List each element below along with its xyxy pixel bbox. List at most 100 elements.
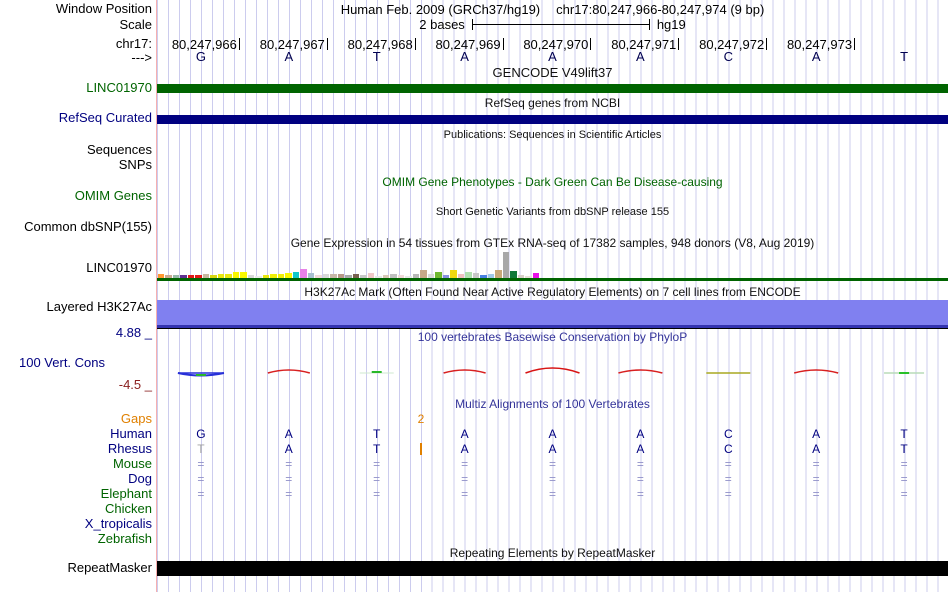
multiz-base-elephant: = [812, 487, 820, 501]
gtex-tissue-bar [442, 275, 449, 278]
gtex-track-title[interactable]: Gene Expression in 54 tissues from GTEx … [290, 236, 815, 250]
gtex-tissue-bar [487, 274, 494, 278]
multiz-base-dog: = [461, 472, 469, 486]
multiz-track-title[interactable]: Multiz Alignments of 100 Vertebrates [455, 397, 650, 411]
gtex-tissue-bar [427, 274, 434, 278]
refseq-track-title[interactable]: RefSeq genes from NCBI [484, 96, 621, 110]
gtex-tissue-bar [262, 275, 269, 278]
gtex-tissue-bar [412, 274, 419, 278]
ruler-base: A [636, 49, 645, 64]
conservation-max-label: 4.88 _ [115, 325, 152, 340]
gtex-tissue-bar [172, 275, 179, 278]
gtex-tissue-bar [322, 274, 329, 278]
multiz-base-dog: = [900, 472, 908, 486]
multiz-base-elephant: = [373, 487, 381, 501]
coordinate-tick [326, 38, 328, 50]
ruler-base: A [811, 49, 821, 64]
refseq-item-label: RefSeq Curated [58, 110, 152, 125]
gtex-tissue-bar [517, 275, 524, 278]
scale-assembly-label: hg19 [656, 17, 686, 32]
gtex-tissue-bar [465, 272, 472, 278]
h3k27ac-baseline [157, 328, 948, 329]
gtex-tissue-bar [532, 273, 539, 278]
gtex-tissue-bar [315, 275, 322, 278]
left-guideline [156, 0, 157, 592]
multiz-base-mouse: = [197, 457, 205, 471]
multiz-row-label-human: Human [110, 426, 152, 441]
gtex-tissue-bar [375, 276, 382, 278]
gtex-tissue-bar [345, 275, 352, 278]
omim-track-title[interactable]: OMIM Gene Phenotypes - Dark Green Can Be… [382, 175, 723, 189]
assembly-title: Human Feb. 2009 (GRCh37/hg19) [340, 2, 541, 17]
gtex-tissue-bar [157, 274, 164, 278]
h3k27ac-track-title[interactable]: H3K27Ac Mark (Often Found Near Active Re… [304, 285, 801, 299]
gtex-tissue-bar [285, 273, 292, 278]
multiz-base-elephant: = [636, 487, 644, 501]
multiz-base-mouse: = [636, 457, 644, 471]
conservation-mark [267, 369, 311, 374]
gtex-tissue-bar [225, 274, 232, 278]
coordinate-tick [238, 38, 240, 50]
dbsnp-track-title[interactable]: Short Genetic Variants from dbSNP releas… [435, 206, 670, 218]
conservation-mark [525, 367, 580, 374]
gtex-tissue-bar [420, 270, 427, 278]
publications-track-title[interactable]: Publications: Sequences in Scientific Ar… [443, 129, 662, 141]
gtex-tissue-bar [255, 276, 262, 278]
gtex-tissue-bar [307, 273, 314, 278]
gencode-track-title[interactable]: GENCODE V49lift37 [492, 65, 613, 80]
gtex-tissue-bar [202, 274, 209, 278]
gtex-tissue-bar [187, 275, 194, 278]
coordinate-label: 80,247,971 [611, 37, 677, 52]
coordinate-tick [590, 38, 592, 50]
refseq-gene-bar[interactable] [157, 115, 948, 124]
multiz-base-dog: = [373, 472, 381, 486]
conservation-mark [793, 369, 839, 374]
gtex-tissue-bar [352, 274, 359, 278]
sequences-track-label: Sequences [86, 142, 152, 157]
gtex-tissue-bar [217, 274, 224, 278]
multiz-base-dog: = [548, 472, 557, 486]
multiz-base-elephant: = [724, 487, 732, 501]
gtex-tissue-bar [457, 274, 464, 278]
gtex-tissue-bar [180, 275, 187, 278]
multiz-gap-bar [419, 443, 422, 455]
omim-track-label: OMIM Genes [74, 188, 152, 203]
conservation-track-title[interactable]: 100 vertebrates Basewise Conservation by… [417, 330, 688, 344]
strand-arrow-label: ---> [131, 50, 152, 65]
multiz-row-label-rhesus: Rhesus [107, 441, 152, 456]
multiz-base-rhesus: T [373, 442, 381, 456]
multiz-base-elephant: = [461, 487, 469, 501]
conservation-mark [618, 369, 663, 374]
gtex-tissue-bar [360, 275, 367, 278]
gtex-tissue-bar [195, 275, 202, 278]
gencode-gene-bar[interactable] [157, 84, 948, 93]
multiz-base-rhesus: A [548, 442, 557, 456]
h3k27ac-signal-stripe [157, 325, 948, 328]
coordinate-tick [502, 38, 504, 50]
ruler-base: C [723, 49, 733, 64]
coordinate-tick [678, 38, 680, 50]
multiz-base-dog: = [812, 472, 820, 486]
gencode-item-label: LINC01970 [86, 80, 152, 95]
repeatmasker-bar[interactable] [157, 561, 948, 576]
gtex-tissue-bar [435, 272, 442, 278]
multiz-base-rhesus: C [723, 442, 733, 456]
track-area-gridlines [157, 0, 948, 592]
multiz-base-human: C [723, 427, 733, 441]
position-title: chr17:80,247,966-80,247,974 (9 bp) [556, 2, 765, 17]
gtex-tissue-bar [270, 274, 277, 278]
repeatmasker-track-title[interactable]: Repeating Elements by RepeatMasker [449, 546, 656, 560]
conservation-min-label: -4.5 _ [118, 377, 152, 392]
multiz-row-label-chicken: Chicken [105, 501, 152, 516]
multiz-base-mouse: = [900, 457, 908, 471]
multiz-base-rhesus: A [636, 442, 645, 456]
gtex-tissue-bar [502, 252, 509, 278]
ruler-base: T [372, 49, 381, 64]
conservation-wiggle-plot[interactable] [157, 360, 948, 392]
multiz-base-dog: = [197, 472, 205, 486]
multiz-base-mouse: = [373, 457, 381, 471]
h3k27ac-signal-bar[interactable] [157, 300, 948, 325]
snps-track-label: SNPs [118, 157, 152, 172]
gtex-tissue-bar [367, 273, 374, 278]
